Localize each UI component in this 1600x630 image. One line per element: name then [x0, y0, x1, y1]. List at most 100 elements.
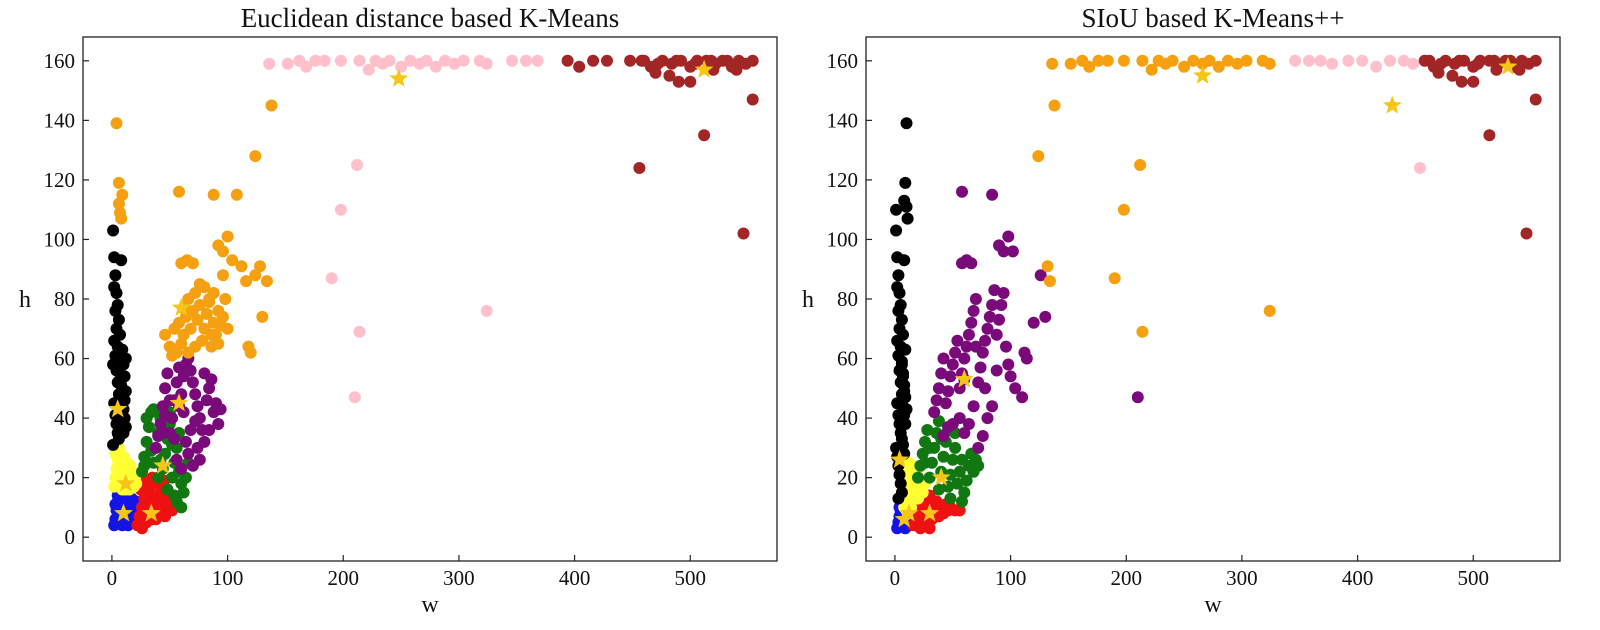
data-point-purple: [953, 382, 966, 395]
data-point-black: [891, 281, 904, 294]
data-point-orange: [184, 322, 197, 335]
y-axis-label: h: [802, 287, 814, 313]
centroid-star: [1498, 56, 1518, 75]
data-point-purple: [951, 334, 964, 347]
data-point-black: [890, 441, 903, 454]
data-point-black: [900, 117, 913, 130]
data-point-black: [110, 322, 123, 335]
data-point-purple: [972, 441, 985, 454]
data-point-brown: [1423, 54, 1436, 67]
data-point-pink: [480, 57, 493, 70]
data-point-green: [932, 415, 945, 428]
data-point-orange: [1092, 54, 1105, 67]
data-point-brown: [633, 162, 646, 174]
data-point-purple: [995, 299, 1008, 311]
data-point-purple: [1009, 382, 1022, 395]
data-point-orange: [217, 245, 229, 258]
data-point-orange: [1212, 60, 1225, 73]
data-point-orange: [226, 254, 239, 267]
data-point-black: [109, 269, 122, 282]
data-point-purple: [981, 322, 994, 335]
data-point-pink: [1407, 57, 1420, 70]
data-point-brown: [1467, 75, 1480, 88]
y-tick-label: 0: [65, 525, 76, 549]
centroid-star: [153, 455, 173, 474]
data-point-green: [923, 471, 936, 484]
data-point-orange: [1134, 159, 1147, 171]
data-point-orange: [1145, 63, 1158, 76]
y-tick-label: 20: [837, 466, 858, 490]
data-point-pink: [1326, 57, 1339, 70]
data-point-purple: [979, 382, 992, 395]
data-point-purple: [965, 316, 978, 329]
data-point-purple: [944, 370, 957, 383]
data-point-purple: [937, 352, 950, 365]
data-point-purple: [1000, 340, 1012, 353]
right-panel: SIoU based K-Means++ 0 100 200 300 400 500 0 20 4…: [802, 3, 1561, 618]
data-point-orange: [207, 287, 220, 299]
data-point-black: [891, 397, 904, 410]
data-point-orange: [1083, 60, 1096, 73]
y-tick-label: 40: [837, 406, 858, 430]
data-point-orange: [110, 117, 123, 130]
centroid-star: [694, 59, 714, 78]
data-point-brown: [1471, 57, 1484, 70]
centroid-star: [141, 503, 161, 522]
y-tick-label: 120: [44, 168, 76, 192]
x-tick-label: 400: [1342, 566, 1374, 590]
data-point-orange: [217, 269, 229, 282]
data-point-pink: [309, 54, 322, 67]
data-point-purple: [935, 367, 948, 380]
data-point-purple: [179, 435, 192, 448]
data-point-orange: [112, 176, 125, 189]
y-tick-label: 80: [54, 287, 75, 311]
data-point-purple: [939, 397, 952, 410]
y-tick-label: 60: [837, 347, 858, 371]
data-point-purple: [962, 418, 975, 430]
data-point-green: [147, 403, 160, 416]
centroid-star: [931, 467, 951, 486]
data-point-orange: [254, 260, 266, 273]
data-point-brown: [1513, 63, 1526, 76]
centroid-star: [169, 393, 189, 412]
data-point-red: [136, 522, 148, 535]
data-point-orange: [1032, 150, 1045, 163]
data-point-green: [949, 441, 962, 454]
data-point-purple: [191, 400, 204, 413]
data-point-brown: [638, 54, 650, 67]
data-point-orange: [221, 322, 234, 335]
data-point-purple: [1131, 391, 1144, 404]
data-point-black: [892, 492, 905, 505]
data-point-orange: [198, 281, 211, 294]
data-point-purple: [203, 424, 216, 436]
data-point-pink: [348, 391, 361, 404]
data-point-purple: [930, 394, 943, 407]
data-point-black: [107, 438, 120, 451]
data-point-purple: [928, 406, 941, 419]
data-point-orange: [260, 275, 273, 288]
data-point-black: [900, 200, 913, 213]
data-point-green: [932, 483, 945, 496]
data-point-green: [953, 465, 966, 478]
centroid-star: [1382, 95, 1402, 114]
data-point-black: [893, 418, 906, 430]
data-point-black: [893, 322, 906, 335]
data-point-green: [958, 486, 971, 499]
data-point-pink: [351, 159, 364, 171]
data-point-purple: [997, 245, 1010, 258]
data-point-purple: [958, 427, 971, 439]
x-tick-label: 300: [443, 566, 475, 590]
x-tick-label: 500: [1458, 566, 1490, 590]
data-point-orange: [1263, 304, 1276, 317]
data-point-pink: [448, 57, 461, 70]
data-point-orange: [265, 99, 278, 112]
data-point-orange: [242, 340, 255, 353]
data-point-orange: [1108, 272, 1121, 285]
data-point-purple: [1016, 391, 1029, 404]
data-point-brown: [573, 60, 586, 73]
data-point-green: [923, 441, 936, 454]
data-point-purple: [937, 430, 950, 442]
data-point-orange: [1046, 57, 1059, 70]
data-point-purple: [191, 441, 204, 454]
data-point-pink: [1384, 54, 1396, 67]
